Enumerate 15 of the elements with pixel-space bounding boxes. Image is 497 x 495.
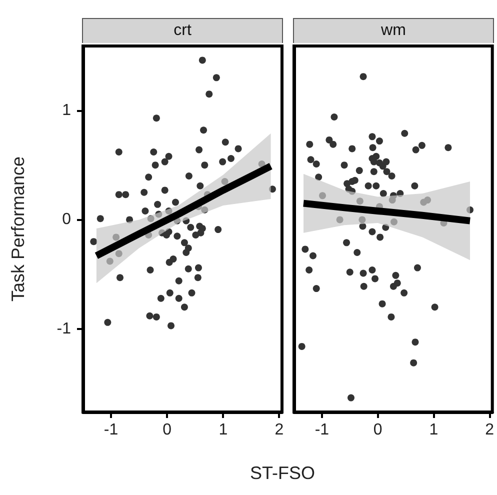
x-tick-label: 0 <box>162 422 172 438</box>
y-axis-title: Task Performance <box>8 156 28 302</box>
x-tick-label: -1 <box>104 422 118 438</box>
y-tick-label: 1 <box>62 102 72 119</box>
x-tick-label: 2 <box>274 422 284 438</box>
chart-title: wm <box>293 18 494 43</box>
x-tick-label: -1 <box>314 422 330 438</box>
y-tick-label: -1 <box>56 320 72 338</box>
x-tick-label: 1 <box>429 422 438 438</box>
x-axis-title: ST-FSO <box>248 463 316 484</box>
x-tick-label: 2 <box>485 422 494 438</box>
x-tick-label: 1 <box>218 422 228 438</box>
y-tick-label: 0 <box>62 211 72 228</box>
x-tick-label: 0 <box>373 422 382 438</box>
chart-title: crt <box>82 18 283 43</box>
